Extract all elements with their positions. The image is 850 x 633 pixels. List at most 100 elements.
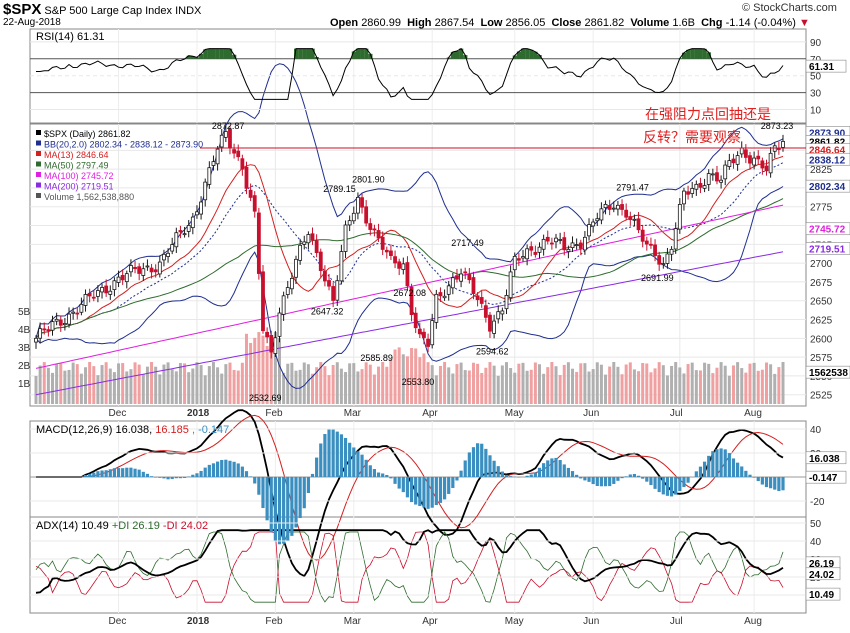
macd-hist-bar [488, 455, 492, 477]
macd-hist-bar [554, 457, 558, 477]
volume-bar [562, 364, 566, 404]
macd-hist-bar [475, 443, 480, 477]
macd-hist-bar [154, 477, 158, 478]
price-annotation: 2647.32 [311, 307, 344, 317]
volume-bar [389, 359, 393, 404]
adx-value-label: 26.19 [809, 559, 834, 570]
macd-hist-bar [141, 471, 145, 477]
candle-body [380, 236, 385, 250]
macd-hist-bar [591, 477, 595, 485]
candle-body [727, 160, 732, 167]
volume-bar [92, 366, 96, 404]
volume-bar [430, 365, 434, 404]
macd-hist-bar [517, 477, 521, 478]
volume-label: Volume [630, 17, 670, 29]
rsi-overbought-fill [454, 51, 460, 59]
price-tick-label: 2575 [810, 353, 833, 364]
candle-body [261, 271, 265, 332]
candle-body [248, 189, 253, 198]
date-label: 22-Aug-2018 [3, 17, 61, 28]
volume-bar [339, 368, 343, 404]
macd-hist-bar [137, 469, 141, 477]
candle-body [504, 294, 509, 310]
candle-body [71, 311, 76, 314]
macd-hist-bar [348, 442, 352, 477]
volume-bar [364, 362, 368, 404]
macd-hist-bar [191, 474, 195, 477]
volume-bar [707, 363, 711, 404]
volume-bar [323, 366, 327, 404]
macd-hist-bar [702, 461, 707, 477]
price-tick-label: 2825 [810, 165, 833, 176]
candle-body [438, 292, 443, 297]
volume-bar [542, 373, 546, 404]
volume-bar [653, 368, 657, 404]
candle-body [752, 157, 757, 166]
volume-bar [546, 367, 550, 404]
candle-body [228, 128, 232, 148]
volume-bar [604, 374, 608, 404]
candle-body [459, 273, 463, 282]
high-label: High [407, 17, 432, 29]
macd-hist-bar [736, 462, 740, 477]
volume-bar [75, 364, 79, 404]
price-tick-label: 2525 [810, 391, 833, 402]
volume-bar [529, 369, 533, 404]
candle-body [298, 244, 303, 261]
volume-bar [236, 370, 240, 404]
candle-body [314, 240, 319, 254]
candle-body [405, 262, 410, 287]
price-annotation: 2872.87 [212, 121, 245, 131]
volume-bar [174, 371, 178, 404]
rsi-overbought-fill [215, 48, 220, 59]
candle-body [471, 277, 476, 295]
candle-body [302, 241, 307, 245]
macd-hist-bar [769, 477, 773, 489]
macd-hist-bar [294, 477, 298, 528]
volume-bar [294, 370, 298, 404]
macd-hist-bar [669, 477, 674, 497]
legend-entry: MA(13) 2846.64 [44, 150, 109, 160]
volume-tick-label: 2B [18, 361, 31, 372]
adx-line [35, 529, 784, 594]
macd-hist-bar [203, 467, 207, 477]
candle-body [42, 328, 47, 331]
legend-swatch [36, 140, 41, 146]
candle-body [739, 147, 744, 155]
volume-bar [608, 366, 612, 404]
candle-body [748, 155, 752, 164]
candle-body [195, 211, 199, 216]
candle-body [516, 258, 521, 261]
candle-body [178, 230, 183, 233]
candle-body [256, 212, 261, 274]
macd-hist-bar [760, 477, 764, 485]
macd-hist-bar [504, 474, 509, 477]
volume-bar [752, 362, 756, 404]
volume-tick-label: 3B [18, 343, 31, 354]
candle-body [129, 265, 133, 273]
volume-bar [46, 367, 50, 404]
rsi-overbought-fill [211, 48, 216, 59]
volume-bar [121, 363, 125, 404]
legend-entry: $SPX (Daily) 2861.82 [44, 129, 131, 139]
volume-bar [463, 370, 467, 404]
legend-swatch [36, 172, 41, 177]
macd-hist-bar [459, 470, 463, 477]
candle-body [702, 185, 707, 189]
volume-bar [133, 362, 137, 404]
macd-hist-bar [707, 455, 711, 477]
volume-bar [311, 373, 315, 404]
candle-body [434, 293, 439, 323]
volume-bar [459, 362, 463, 404]
legend-entry: MA(50) 2797.49 [44, 161, 109, 171]
macd-hist-bar [376, 472, 381, 477]
minus-di-line [35, 531, 784, 603]
macd-hist-bar [125, 467, 129, 477]
candle-body [133, 266, 137, 270]
macd-hist-bar [356, 451, 360, 477]
legend-swatch [36, 130, 41, 135]
volume-bar [558, 375, 562, 404]
candle-body [570, 242, 575, 249]
macd-hist-bar [537, 467, 542, 477]
candle-body [120, 274, 125, 281]
